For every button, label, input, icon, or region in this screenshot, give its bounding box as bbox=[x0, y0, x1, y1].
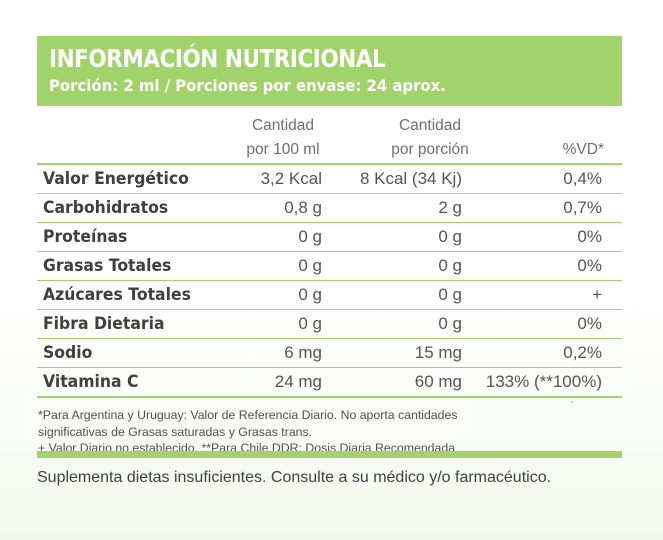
column-header-per-100ml-line2: por 100 ml bbox=[246, 141, 320, 158]
daily-value: 0% bbox=[577, 256, 602, 275]
column-header-per-serving-line2: por porción bbox=[391, 141, 469, 158]
column-header-per-serving: Cantidad por porción bbox=[375, 114, 485, 162]
nutrition-facts-panel: INFORMACIÓN NUTRICIONAL Porción: 2 ml / … bbox=[37, 36, 622, 460]
nutrient-row-proteins: Proteínas 0 g 0 g 0% bbox=[37, 223, 622, 252]
nutrient-row-dietary-fiber: Fibra Dietaria 0 g 0 g 0% bbox=[37, 310, 622, 339]
nutrient-row-carbohydrates: Carbohidratos 0,8 g 2 g 0,7% bbox=[37, 194, 622, 223]
amount-per-serving: 60 mg bbox=[414, 372, 462, 391]
footnote-line: significativas de Grasas saturadas y Gra… bbox=[38, 424, 313, 439]
daily-value: 0,7% bbox=[563, 198, 602, 217]
amount-per-100ml: 0 g bbox=[298, 285, 322, 304]
daily-value: 0% bbox=[577, 314, 602, 333]
amount-per-serving: 0 g bbox=[438, 285, 462, 304]
amount-per-serving: 0 g bbox=[438, 227, 462, 246]
nutrient-label: Carbohidratos bbox=[43, 198, 169, 218]
amount-per-100ml: 24 mg bbox=[274, 372, 322, 391]
daily-value: 133% (**100%) bbox=[485, 372, 602, 391]
footnote-line: *Para Argentina y Uruguay: Valor de Refe… bbox=[38, 408, 458, 422]
nutrient-label: Vitamina C bbox=[43, 372, 139, 392]
serving-info: Porción: 2 ml / Porciones por envase: 24… bbox=[49, 76, 446, 95]
nutrition-header: INFORMACIÓN NUTRICIONAL Porción: 2 ml / … bbox=[37, 36, 622, 106]
bottom-divider-bar bbox=[37, 451, 622, 458]
column-header-per-serving-line1: Cantidad bbox=[398, 117, 462, 134]
column-header-per-100ml: Cantidad por 100 ml bbox=[233, 114, 333, 162]
nutrient-label: Grasas Totales bbox=[43, 256, 172, 276]
supplement-disclaimer: Suplementa dietas insuficientes. Consult… bbox=[37, 469, 552, 486]
nutrient-row-sodium: Sodio 6 mg 15 mg 0,2% bbox=[37, 339, 622, 368]
amount-per-serving: 0 g bbox=[438, 314, 462, 333]
nutrient-label: Valor Energético bbox=[43, 169, 189, 189]
amount-per-100ml: 3,2 Kcal bbox=[260, 169, 322, 188]
column-header-daily-value: %VD* bbox=[562, 141, 604, 158]
amount-per-serving: 2 g bbox=[438, 198, 462, 217]
amount-per-serving: 8 Kcal (34 Kj) bbox=[359, 169, 462, 188]
stray-dot bbox=[571, 401, 573, 403]
amount-per-serving: 15 mg bbox=[414, 343, 462, 362]
nutrient-label: Azúcares Totales bbox=[43, 285, 191, 305]
nutrient-label: Fibra Dietaria bbox=[43, 314, 165, 334]
amount-per-100ml: 0,8 g bbox=[284, 198, 322, 217]
nutrient-row-total-sugars: Azúcares Totales 0 g 0 g + bbox=[37, 281, 622, 310]
nutrient-label: Sodio bbox=[43, 343, 93, 363]
amount-per-100ml: 0 g bbox=[298, 256, 322, 275]
nutrient-row-energy: Valor Energético 3,2 Kcal 8 Kcal (34 Kj)… bbox=[37, 165, 622, 194]
amount-per-100ml: 0 g bbox=[298, 227, 322, 246]
amount-per-100ml: 6 mg bbox=[284, 343, 322, 362]
column-headers: Cantidad por 100 ml Cantidad por porción… bbox=[37, 106, 622, 165]
daily-value: 0% bbox=[577, 227, 602, 246]
daily-value: 0,2% bbox=[563, 343, 602, 362]
daily-value: + bbox=[592, 285, 602, 304]
nutrient-row-total-fat: Grasas Totales 0 g 0 g 0% bbox=[37, 252, 622, 281]
nutrient-label: Proteínas bbox=[43, 227, 128, 247]
amount-per-100ml: 0 g bbox=[298, 314, 322, 333]
amount-per-serving: 0 g bbox=[438, 256, 462, 275]
column-header-per-100ml-line1: Cantidad bbox=[251, 117, 315, 134]
nutrition-title: INFORMACIÓN NUTRICIONAL bbox=[49, 44, 386, 73]
daily-value: 0,4% bbox=[563, 169, 602, 188]
nutrient-row-vitamin-c: Vitamina C 24 mg 60 mg 133% (**100%) bbox=[37, 368, 622, 398]
